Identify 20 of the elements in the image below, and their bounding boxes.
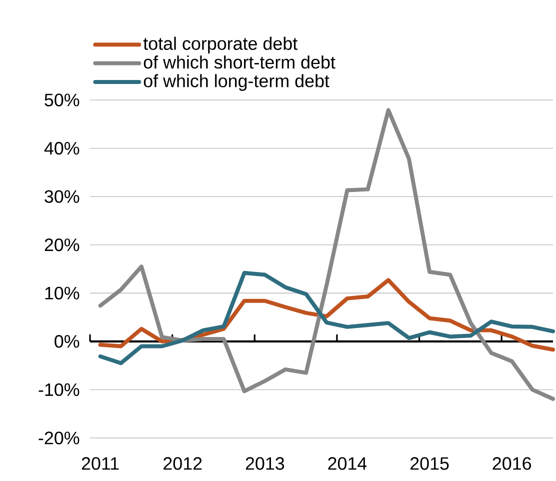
x-tick-label: 2012	[164, 457, 202, 470]
line-series	[98, 278, 556, 352]
y-tick-label: 50%	[44, 94, 80, 106]
y-tick-label: 10%	[45, 286, 80, 300]
x-tick-label: 2015	[410, 457, 449, 470]
y-tick-label: -20%	[38, 432, 80, 444]
y-tick-label: 30%	[44, 190, 80, 203]
legend-label: of which long-term debt	[144, 74, 330, 91]
legend-label: total corporate debt	[143, 36, 298, 54]
x-tick-label: 2014	[328, 457, 367, 470]
y-tick-label: -10%	[38, 383, 80, 396]
line-series	[98, 270, 556, 366]
x-tick-label: 2013	[246, 457, 284, 470]
y-tick-label: 0%	[54, 335, 80, 348]
x-tick-label: 2011	[82, 457, 119, 470]
legend-label: of which short-term debt	[144, 55, 336, 69]
x-tick-label: 2016	[492, 457, 532, 470]
y-tick-label: 20%	[44, 238, 80, 252]
line-series	[98, 108, 556, 401]
y-tick-label: 40%	[44, 142, 80, 155]
